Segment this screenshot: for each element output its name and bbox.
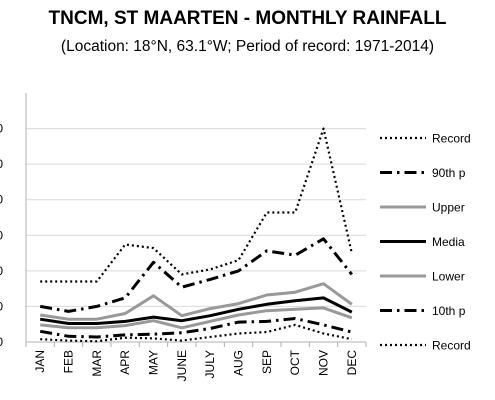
- legend-label-1: Record: [432, 132, 471, 146]
- series-line-2: [39, 237, 353, 313]
- x-tick-label: MAY: [147, 350, 161, 375]
- legend-label-2: 90th p: [432, 166, 466, 180]
- chart-subtitle: (Location: 18°N, 63.1°W; Period of recor…: [60, 38, 435, 55]
- series-line-4: [39, 296, 353, 325]
- x-tick-label: JULY: [203, 350, 217, 378]
- y-tick-label: 0: [0, 122, 3, 136]
- series-line-6: [39, 317, 353, 339]
- x-tick-label: DEC: [345, 350, 359, 376]
- x-tick-label: OCT: [288, 349, 302, 375]
- x-tick-label: JUNE: [175, 350, 189, 381]
- y-tick-label: 0: [0, 335, 3, 349]
- y-tick-label: 0: [0, 299, 3, 313]
- series-line-7: [40, 323, 353, 343]
- x-tick-label: SEP: [260, 350, 274, 374]
- x-tick-label: JAN: [33, 350, 47, 373]
- x-tick-label: APR: [118, 350, 132, 375]
- y-tick-label: 0: [0, 264, 3, 278]
- x-tick-label: AUG: [232, 350, 246, 376]
- chart-title: TNCM, ST MAARTEN - MONTHLY RAINFALL: [48, 8, 447, 29]
- legend-label-4: Media: [432, 235, 465, 249]
- legend-label-6: 10th p: [432, 304, 466, 318]
- legend-label-3: Upper: [432, 201, 465, 215]
- x-tick-label: FEB: [62, 350, 76, 373]
- x-tick-label: NOV: [317, 350, 331, 376]
- y-tick-label: 0: [0, 228, 3, 242]
- legend-label-5: Lower: [432, 270, 465, 284]
- legend-label-7: Record: [432, 339, 471, 353]
- y-tick-label: 0: [0, 157, 3, 171]
- y-tick-label: 0: [0, 193, 3, 207]
- series-line-1: [40, 127, 353, 283]
- x-tick-label: MAR: [90, 350, 104, 377]
- series-line-3: [39, 282, 353, 321]
- series-line-5: [40, 306, 353, 330]
